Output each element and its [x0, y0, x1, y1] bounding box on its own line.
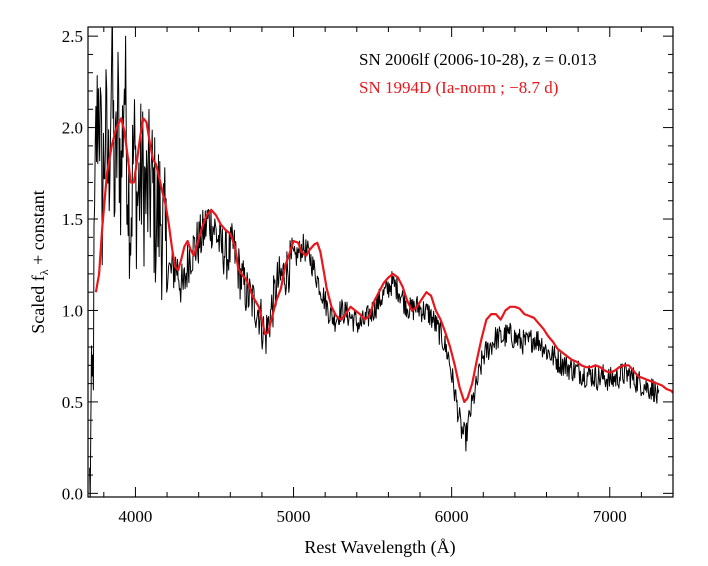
x-axis-label: Rest Wavelength (Å): [304, 537, 455, 558]
y-axis-label-main: Scaled f: [28, 275, 48, 333]
plot-frame: [87, 26, 674, 498]
y-axis-label: Scaled fλ + constant: [28, 190, 51, 333]
y-axis-label-tail: + constant: [28, 190, 48, 269]
series-layer: [89, 27, 673, 497]
y-tick-label: 2.0: [62, 119, 83, 138]
y-tick-label: 2.5: [62, 27, 83, 46]
x-tick-label: 7000: [593, 507, 627, 526]
y-tick-label: 1.5: [62, 210, 83, 229]
y-tick-label: 0.5: [62, 393, 83, 412]
legend-series-observed: SN 2006lf (2006-10-28), z = 0.013: [359, 50, 597, 69]
series-line-template: [94, 117, 673, 403]
x-tick-label: 6000: [435, 507, 469, 526]
series-line-observed: [89, 27, 660, 497]
y-tick-label: 1.0: [62, 301, 83, 320]
x-tick-label: 5000: [277, 507, 311, 526]
y-axis-label-sub: λ: [37, 269, 51, 275]
x-tick-label: 4000: [118, 507, 152, 526]
y-tick-label: 0.0: [62, 484, 83, 503]
ticks-layer: 4000 5000 6000 7000 0.0 0.5 1.0 1.5 2.0 2.5: [62, 27, 674, 526]
legend-series-template: SN 1994D (Ia-norm ; −8.7 d): [359, 78, 558, 97]
